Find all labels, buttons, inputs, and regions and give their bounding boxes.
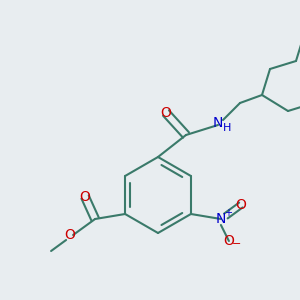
Text: +: + xyxy=(224,208,232,218)
Text: N: N xyxy=(213,116,223,130)
Text: −: − xyxy=(232,239,242,249)
Text: N: N xyxy=(216,212,226,226)
Text: O: O xyxy=(160,106,171,120)
Text: O: O xyxy=(224,234,234,248)
Text: H: H xyxy=(223,123,231,133)
Text: O: O xyxy=(65,228,76,242)
Text: O: O xyxy=(236,198,246,212)
Text: O: O xyxy=(80,190,91,204)
